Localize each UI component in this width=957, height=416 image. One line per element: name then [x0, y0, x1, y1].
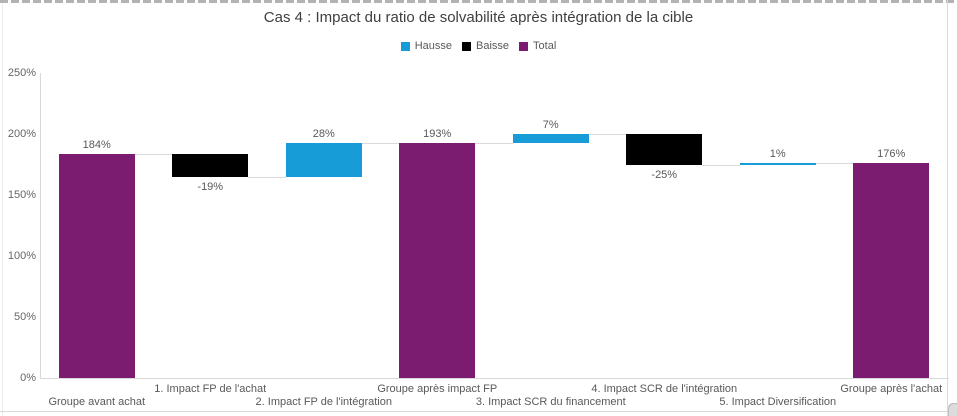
legend-item-total: Total [519, 40, 556, 52]
waterfall-connector-line [815, 163, 854, 165]
waterfall-connector-line [361, 142, 400, 144]
x-category-label: Groupe après impact FP [377, 383, 498, 395]
x-category-label: Groupe après l'achat [840, 383, 943, 395]
bar-value-label: -25% [651, 168, 678, 181]
sheet-corner-block [948, 403, 957, 416]
bar-value-label: -19% [197, 180, 224, 193]
y-tick-label: 250% [7, 67, 36, 79]
waterfall-bar-hausse [739, 163, 816, 166]
x-category-label: 2. Impact FP de l'intégration [255, 396, 392, 408]
waterfall-bar-hausse [285, 142, 362, 177]
y-tick-label: 150% [7, 189, 36, 201]
sheet-gridline-bottom [0, 411, 947, 412]
legend-swatch-hausse [400, 41, 410, 51]
bar-value-label: 184% [82, 138, 111, 151]
x-category-label: 4. Impact SCR de l'intégration [591, 383, 738, 395]
bar-value-label: 176% [877, 148, 906, 161]
sheet-gridline-left [2, 3, 3, 416]
waterfall-bar-baisse [172, 153, 249, 177]
waterfall-bar-total [853, 163, 930, 378]
waterfall-connector-line [475, 142, 513, 144]
legend-label: Total [533, 40, 557, 52]
bar-value-label: 28% [312, 127, 335, 140]
bar-value-label: 193% [423, 127, 452, 140]
legend-swatch-baisse [462, 41, 471, 51]
waterfall-bar-baisse [626, 134, 703, 165]
waterfall-connector-line [248, 176, 286, 178]
legend-item-hausse: Hausse [400, 40, 452, 52]
x-category-label: 1. Impact FP de l'achat [154, 383, 267, 395]
legend-label: Hausse [414, 40, 452, 52]
legend-swatch-total [519, 41, 529, 51]
plot-area [40, 73, 949, 379]
y-tick-label: 50% [13, 311, 36, 323]
legend-label: Baisse [476, 40, 510, 52]
y-tick-label: 200% [7, 128, 36, 140]
chart-title: Cas 4 : Impact du ratio de solvabilité a… [263, 9, 694, 26]
sheet-gridline-right [947, 0, 948, 416]
chart-legend: Hausse Baisse Total [0, 40, 957, 52]
y-tick-label: 100% [7, 250, 36, 262]
bar-value-label: 7% [542, 119, 559, 131]
x-category-label: 5. Impact Diversification [719, 396, 837, 408]
waterfall-bar-hausse [512, 134, 589, 143]
waterfall-connector-line [702, 164, 740, 166]
x-category-label: 3. Impact SCR du financement [475, 396, 626, 408]
page-break-dashed-line [0, 0, 957, 3]
x-category-label: Groupe avant achat [48, 396, 146, 408]
y-tick-label: 0% [20, 372, 36, 384]
bar-value-label: 1% [769, 148, 786, 161]
waterfall-bar-total [58, 153, 135, 378]
waterfall-connector-line [588, 134, 627, 135]
legend-item-baisse: Baisse [462, 40, 509, 52]
waterfall-connector-line [134, 153, 173, 155]
waterfall-bar-total [399, 142, 476, 378]
